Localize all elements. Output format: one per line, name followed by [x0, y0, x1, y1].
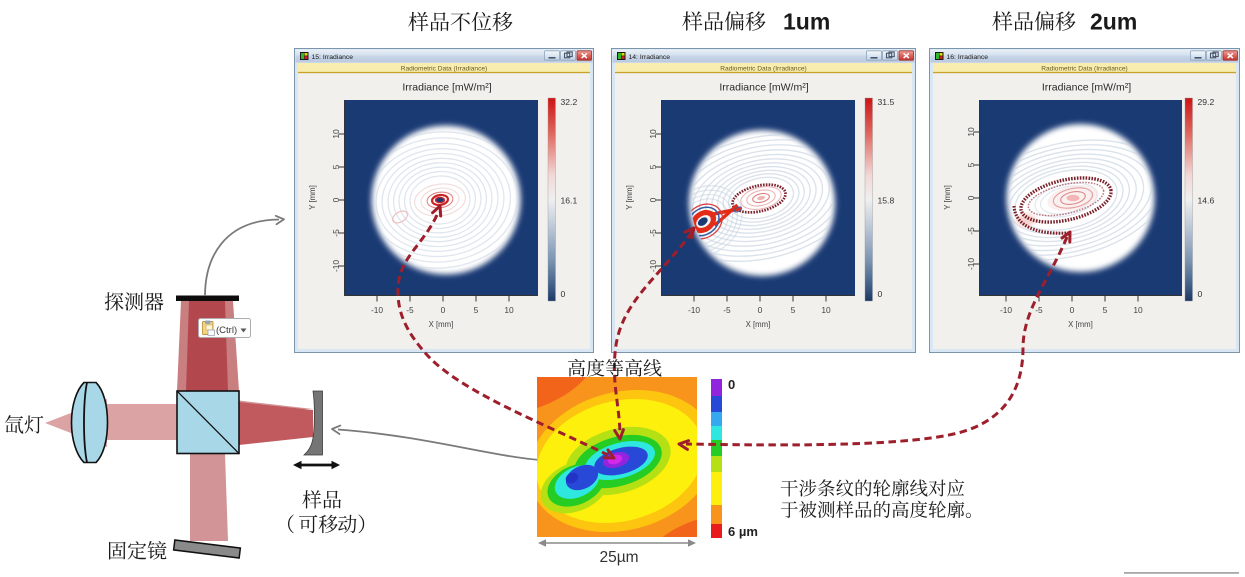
- svg-text:14: Irradiance: 14: Irradiance: [629, 54, 671, 61]
- svg-text:0: 0: [331, 197, 341, 202]
- svg-text:5: 5: [1103, 305, 1108, 315]
- svg-text:X [mm]: X [mm]: [429, 320, 454, 329]
- svg-text:10: 10: [966, 127, 976, 137]
- svg-text:Irradiance [mW/m²]: Irradiance [mW/m²]: [402, 82, 491, 94]
- svg-text:32.2: 32.2: [561, 97, 578, 107]
- svg-text:-5: -5: [331, 229, 341, 237]
- svg-text:10: 10: [821, 305, 831, 315]
- svg-text:10: 10: [331, 129, 341, 139]
- svg-text:-10: -10: [648, 260, 658, 272]
- svg-text:Irradiance [mW/m²]: Irradiance [mW/m²]: [719, 82, 808, 94]
- svg-text:15.8: 15.8: [878, 196, 895, 206]
- svg-text:Radiometric Data (Irradiance): Radiometric Data (Irradiance): [401, 65, 487, 72]
- svg-text:10: 10: [504, 305, 514, 315]
- svg-text:5: 5: [966, 162, 976, 167]
- svg-text:0: 0: [966, 195, 976, 200]
- svg-text:X [mm]: X [mm]: [1068, 320, 1093, 329]
- svg-text:-5: -5: [723, 305, 731, 315]
- svg-text:5: 5: [331, 164, 341, 169]
- svg-text:14.6: 14.6: [1198, 196, 1215, 206]
- svg-text:Y [mm]: Y [mm]: [943, 185, 952, 210]
- svg-text:-10: -10: [688, 305, 700, 315]
- svg-text:Y [mm]: Y [mm]: [308, 185, 317, 210]
- svg-text:29.2: 29.2: [1198, 97, 1215, 107]
- svg-text:0: 0: [1198, 289, 1203, 299]
- svg-text:10: 10: [1133, 305, 1143, 315]
- svg-text:0: 0: [728, 377, 735, 392]
- svg-text:0: 0: [441, 305, 446, 315]
- svg-text:2um: 2um: [1090, 9, 1137, 35]
- svg-text:(Ctrl): (Ctrl): [216, 325, 237, 336]
- svg-text:-10: -10: [331, 260, 341, 272]
- svg-text:-5: -5: [406, 305, 414, 315]
- svg-text:0: 0: [648, 197, 658, 202]
- svg-text:-10: -10: [371, 305, 383, 315]
- svg-text:10: 10: [648, 129, 658, 139]
- svg-text:6 µm: 6 µm: [728, 524, 758, 539]
- svg-text:Irradiance [mW/m²]: Irradiance [mW/m²]: [1042, 82, 1131, 94]
- svg-text:-5: -5: [966, 227, 976, 235]
- svg-text:0: 0: [1070, 305, 1075, 315]
- svg-text:16.1: 16.1: [561, 196, 578, 206]
- svg-text:15: Irradiance: 15: Irradiance: [312, 54, 354, 61]
- svg-text:-5: -5: [1035, 305, 1043, 315]
- svg-text:0: 0: [561, 289, 566, 299]
- svg-text:Radiometric Data (Irradiance): Radiometric Data (Irradiance): [720, 65, 806, 72]
- svg-text:X [mm]: X [mm]: [746, 320, 771, 329]
- svg-text:1um: 1um: [783, 9, 830, 35]
- svg-text:0: 0: [878, 289, 883, 299]
- svg-text:-10: -10: [1000, 305, 1012, 315]
- svg-text:Y [mm]: Y [mm]: [625, 185, 634, 210]
- svg-text:0: 0: [758, 305, 763, 315]
- svg-text:-5: -5: [648, 229, 658, 237]
- svg-text:-10: -10: [966, 258, 976, 270]
- svg-text:31.5: 31.5: [878, 97, 895, 107]
- svg-text:Radiometric Data (Irradiance): Radiometric Data (Irradiance): [1041, 65, 1127, 72]
- svg-text:5: 5: [474, 305, 479, 315]
- svg-text:5: 5: [791, 305, 796, 315]
- svg-text:25µm: 25µm: [599, 549, 638, 566]
- svg-text:16: Irradiance: 16: Irradiance: [947, 54, 989, 61]
- svg-text:5: 5: [648, 164, 658, 169]
